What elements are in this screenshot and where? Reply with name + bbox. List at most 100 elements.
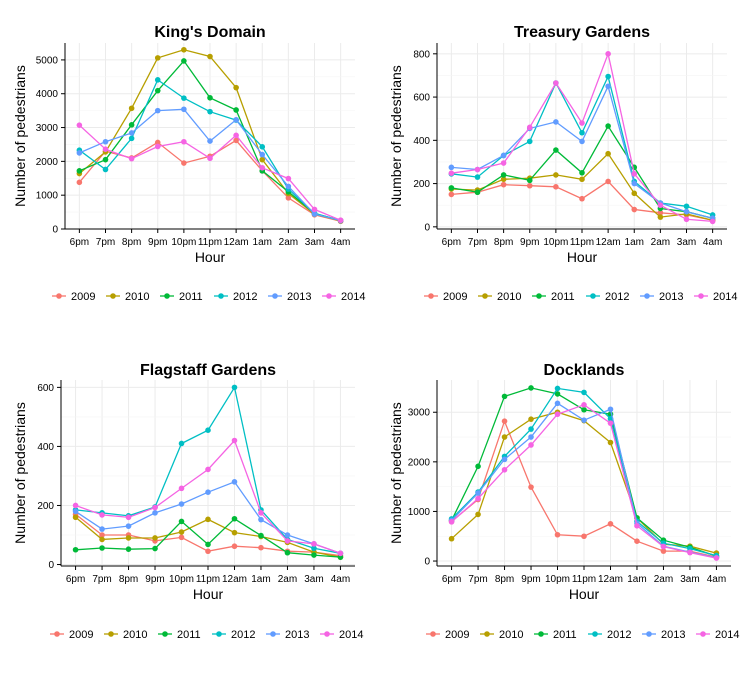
data-point <box>581 402 587 408</box>
y-tick-label: 1000 <box>36 191 59 202</box>
legend-key-point <box>272 293 278 299</box>
data-point <box>258 544 264 551</box>
data-point <box>152 504 158 511</box>
data-point <box>152 535 158 541</box>
data-point <box>258 532 264 539</box>
data-point <box>605 150 611 157</box>
legend-item-2010: 2010 <box>106 291 149 303</box>
x-tick-label: 7pm <box>96 237 115 248</box>
data-point <box>207 155 213 162</box>
legend-item-2012: 2012 <box>212 629 255 641</box>
chart-title: Flagstaff Gardens <box>140 362 276 379</box>
data-point <box>528 434 534 440</box>
data-point <box>178 501 185 507</box>
legend-label: 2013 <box>659 291 683 303</box>
data-point <box>231 384 238 391</box>
data-point <box>581 406 587 413</box>
legend-key-point <box>428 293 434 299</box>
legend-key-point <box>108 631 114 637</box>
data-point <box>152 545 158 552</box>
data-point <box>154 87 161 94</box>
chart-title: Treasury Gardens <box>514 24 650 41</box>
legend-key-point <box>698 293 704 299</box>
x-tick-label: 8pm <box>495 574 514 585</box>
data-point <box>259 151 266 158</box>
data-point <box>528 416 534 422</box>
data-point <box>581 533 587 540</box>
y-tick-label: 3000 <box>408 408 431 419</box>
legend-item-2010: 2010 <box>104 629 147 641</box>
data-point <box>474 189 481 196</box>
y-axis-title: Number of pedestrians <box>12 65 28 207</box>
y-tick-label: 4000 <box>36 89 59 100</box>
legend-key-point <box>164 293 170 299</box>
data-point <box>152 510 158 516</box>
data-point <box>607 406 614 413</box>
data-point <box>125 535 132 541</box>
legend-item-2009: 2009 <box>426 629 469 641</box>
x-tick-label: 10pm <box>545 574 570 585</box>
legend-label: 2010 <box>123 629 147 641</box>
data-point <box>259 156 266 163</box>
series-2009 <box>448 178 716 224</box>
data-point <box>154 77 161 83</box>
x-tick-label: 9pm <box>521 574 540 585</box>
data-point <box>337 550 344 557</box>
legend-key-point <box>538 631 544 637</box>
legend-label: 2012 <box>233 291 257 303</box>
data-point <box>154 143 161 150</box>
legend-label: 2010 <box>125 291 149 303</box>
data-point <box>231 515 238 522</box>
legend-key-point <box>54 631 60 637</box>
data-point <box>475 495 481 502</box>
y-tick-label: 2000 <box>36 157 59 168</box>
legend-label: 2011 <box>179 291 203 303</box>
legend-label: 2012 <box>231 629 255 641</box>
data-point <box>657 202 664 209</box>
legend-item-2013: 2013 <box>268 291 311 303</box>
x-tick-label: 11pm <box>198 237 222 248</box>
legend-item-2012: 2012 <box>588 629 631 641</box>
data-point <box>605 83 611 90</box>
x-tick-label: 3am <box>305 237 324 248</box>
data-point <box>102 138 109 145</box>
data-point <box>205 489 211 495</box>
data-point <box>72 514 79 521</box>
data-point <box>579 176 585 183</box>
data-point <box>687 549 693 556</box>
y-tick-label: 600 <box>37 383 54 394</box>
x-tick-label: 11pm <box>572 574 596 585</box>
legend-key-point <box>590 293 596 299</box>
data-point <box>128 155 135 162</box>
data-point <box>311 211 318 217</box>
legend-item-2009: 2009 <box>50 629 93 641</box>
x-tick-label: 1am <box>253 237 272 248</box>
data-point <box>501 466 508 473</box>
data-point <box>553 172 559 178</box>
chart-panel-king-s-domain: 6pm 7pm 8pm 9pm 10pm 11pm 12am 1am 2am 3am 4am 0 100… <box>12 24 365 303</box>
x-tick-label: 9pm <box>148 237 167 248</box>
legend-label: 2010 <box>497 291 521 303</box>
data-point <box>475 490 481 496</box>
data-point <box>337 554 344 560</box>
data-point <box>660 543 667 550</box>
x-tick-label: 8pm <box>122 237 141 248</box>
data-point <box>631 206 638 213</box>
data-point <box>500 152 507 159</box>
x-axis-title: Hour <box>193 586 224 602</box>
data-point <box>285 195 292 201</box>
data-point <box>528 442 534 448</box>
data-point <box>128 130 135 136</box>
series-2014 <box>448 51 716 225</box>
data-point <box>72 508 79 515</box>
x-axis-title: Hour <box>195 249 226 265</box>
series-2011 <box>72 515 344 560</box>
x-tick-label: 10pm <box>169 574 194 585</box>
data-point <box>125 523 132 529</box>
legend-key-point <box>324 631 330 637</box>
legend-label: 2010 <box>499 629 523 641</box>
data-point <box>554 531 561 538</box>
legend-label: 2009 <box>69 629 93 641</box>
data-point <box>205 541 211 548</box>
x-tick-label: 2am <box>279 237 298 248</box>
